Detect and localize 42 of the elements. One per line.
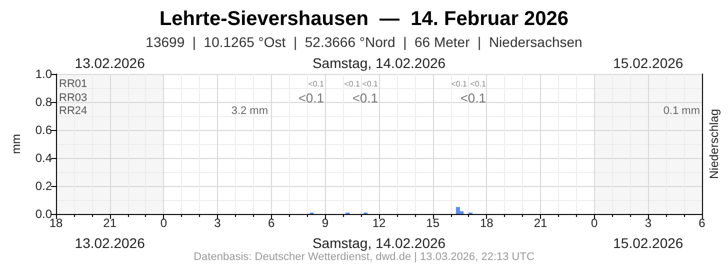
x-tick-label: 21 — [534, 216, 548, 230]
text: 13.02.2026 — [74, 235, 145, 251]
annotation: <0.1 — [362, 80, 379, 88]
annotation: RR03 — [59, 92, 88, 104]
x-tick-label: 0 — [590, 216, 598, 230]
y-tick-label: 0.4 — [35, 151, 52, 165]
annotation: <0.1 — [451, 80, 468, 88]
x-tick-label: 6 — [268, 216, 275, 230]
annotation: <0.1 — [308, 80, 325, 88]
y-tick-label: 1.0 — [35, 67, 52, 81]
annotation: <0.1 — [344, 80, 361, 88]
text: Samstag, 14.02.2026 — [312, 235, 446, 251]
y-tick-label: 0.8 — [35, 95, 52, 109]
x2-tick-label: Samstag, 14.02.2026 — [312, 55, 446, 71]
x-tick-label: 9 — [322, 216, 329, 230]
y-axis-title: mm — [9, 134, 23, 154]
x-tick-label: 21 — [103, 216, 117, 230]
y-tick-label: 0.6 — [35, 123, 52, 137]
annotation: <0.1 — [460, 90, 486, 106]
text: 15.02.2026 — [613, 235, 684, 251]
annotation: 0.1 mm — [663, 105, 700, 117]
chart-title: Lehrte-Sievershausen — 14. Februar 2026 — [159, 8, 569, 30]
x-tick-label: 0 — [160, 216, 168, 230]
annotation: RR24 — [59, 105, 88, 117]
annotation: <0.1 — [470, 80, 487, 88]
x-tick-label: 3 — [214, 216, 222, 230]
x-tick-label: 12 — [372, 216, 386, 230]
annotation: <0.1 — [352, 90, 378, 106]
text: Datenbasis: Deutscher Wetterdienst, dwd.de | 13.03.2026, 22:13 UTC — [194, 251, 534, 263]
x2-tick-label: 15.02.2026 — [613, 55, 684, 71]
annotation: <0.1 — [298, 90, 324, 106]
y-tick-label: 0.0 — [35, 207, 52, 221]
annotation: RR01 — [59, 78, 88, 90]
x-tick-label: 18 — [480, 216, 494, 230]
x-tick-label: 3 — [644, 216, 652, 230]
y2-axis-title: Niederschlag — [707, 108, 721, 180]
x2-tick-label: 13.02.2026 — [74, 55, 146, 71]
x-tick-label: 6 — [698, 216, 706, 230]
y-tick-label: 0.2 — [35, 179, 52, 193]
chart-subtitle: 13699 | 10.1265 °Ost | 52.3666 °Nord | 66 Meter | Niedersachsen — [146, 34, 582, 50]
annotation: 3.2 mm — [231, 105, 268, 117]
x-tick-label: 15 — [426, 216, 440, 230]
